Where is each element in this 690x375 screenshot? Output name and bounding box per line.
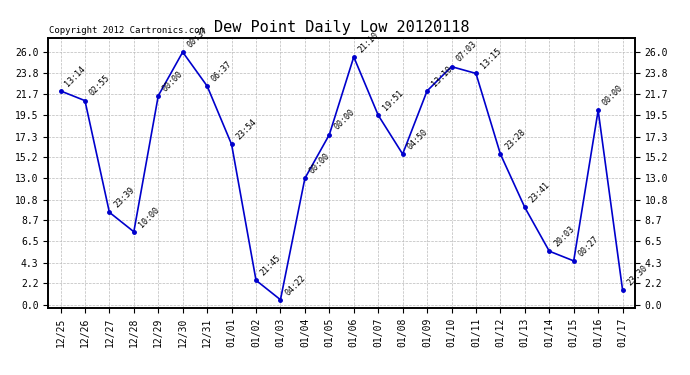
Text: 00:27: 00:27 [576,234,600,258]
Text: 02:55: 02:55 [88,74,112,98]
Text: 23:54: 23:54 [235,117,258,141]
Text: 13:15: 13:15 [479,46,503,70]
Text: 23:28: 23:28 [503,127,527,151]
Text: 00:00: 00:00 [161,69,185,93]
Text: 00:00: 00:00 [601,84,625,108]
Text: 00:00: 00:00 [332,108,356,132]
Title: Dew Point Daily Low 20120118: Dew Point Daily Low 20120118 [214,20,469,35]
Text: 04:22: 04:22 [283,273,307,297]
Text: 13:10: 13:10 [430,64,454,88]
Text: 07:03: 07:03 [454,40,478,64]
Text: 00:00: 00:00 [308,152,332,176]
Text: 21:10: 21:10 [357,30,381,54]
Text: 00:37: 00:37 [186,25,210,49]
Text: 23:39: 23:39 [112,186,136,210]
Text: 10:00: 10:00 [137,205,161,229]
Text: 21:45: 21:45 [259,254,283,278]
Text: Copyright 2012 Cartronics.com: Copyright 2012 Cartronics.com [49,26,205,35]
Text: 23:41: 23:41 [528,181,551,205]
Text: 19:51: 19:51 [381,88,405,112]
Text: 13:14: 13:14 [63,64,88,88]
Text: 04:50: 04:50 [406,127,429,151]
Text: 20:03: 20:03 [552,224,576,248]
Text: 06:37: 06:37 [210,59,234,83]
Text: 23:30: 23:30 [625,263,649,287]
